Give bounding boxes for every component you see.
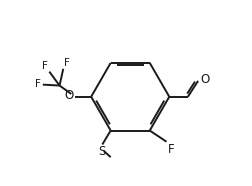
Text: O: O bbox=[200, 73, 209, 86]
Text: O: O bbox=[64, 89, 74, 102]
Text: F: F bbox=[35, 79, 41, 89]
Text: F: F bbox=[167, 143, 174, 156]
Text: F: F bbox=[64, 58, 70, 68]
Text: S: S bbox=[98, 145, 106, 158]
Text: F: F bbox=[41, 61, 47, 71]
